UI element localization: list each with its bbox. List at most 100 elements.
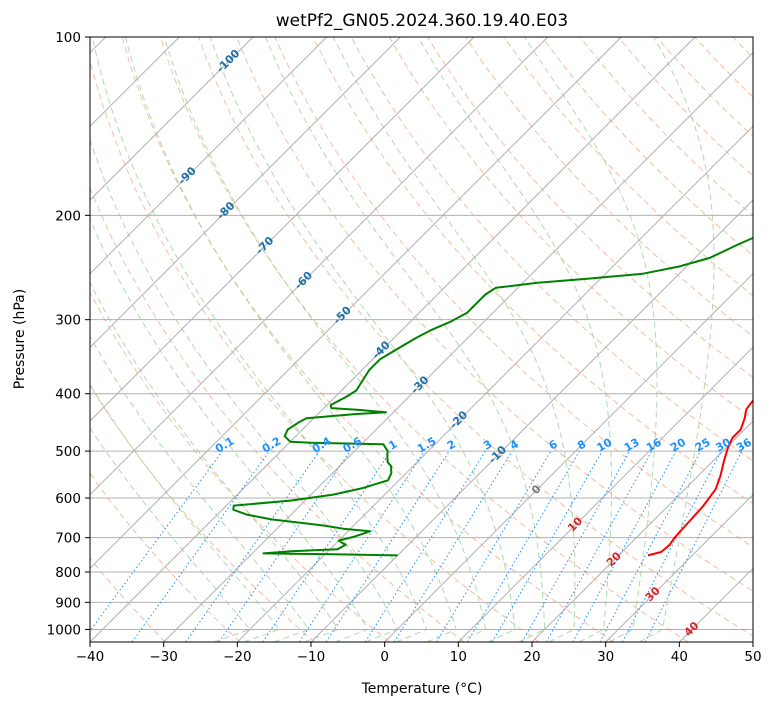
y-tick-label: 800 (55, 565, 81, 581)
dry-adiabat (350, 37, 753, 462)
mixing-ratio-line (545, 450, 653, 642)
y-tick-label: 700 (55, 531, 81, 547)
mixing-ratio-line (467, 450, 580, 642)
isotherm-line (236, 125, 753, 642)
mixing-ratio-line (599, 450, 701, 642)
mixing-ratio-line (644, 450, 743, 642)
dry-adiabat (274, 37, 753, 548)
mixing-ratio-label: 36 (734, 435, 754, 454)
isotherm-label: -20 (447, 408, 470, 431)
mixing-ratio-label: 1.5 (415, 435, 438, 456)
mixing-ratio-label: 0.4 (310, 434, 334, 455)
mixing-ratio-line (325, 450, 450, 642)
mixing-ratio-line (90, 450, 223, 632)
x-tick-label: −30 (149, 649, 178, 665)
moist-adiabat (163, 37, 487, 642)
mixing-ratio-line (435, 450, 552, 642)
mixing-ratio-line (572, 450, 677, 642)
y-tick-label: 100 (55, 30, 81, 46)
y-tick-label: 300 (55, 313, 81, 329)
isotherm-line (384, 272, 753, 642)
isotherm-line (163, 51, 753, 642)
chart-title: wetPf2_GN05.2024.360.19.40.E03 (276, 11, 568, 31)
dry-adiabat (90, 59, 540, 642)
profile-lines (232, 236, 753, 557)
x-tick-label: 20 (523, 649, 540, 665)
mixing-ratio-label: 30 (713, 435, 733, 454)
dry-adiabat (465, 37, 753, 338)
moist-adiabat (209, 37, 516, 642)
y-tick-label: 400 (55, 387, 81, 403)
isotherm-line (90, 37, 328, 275)
isotherm-line (90, 37, 622, 570)
x-tick-label: 30 (597, 649, 614, 665)
moist-adiabat (417, 37, 612, 642)
isotherm-line (310, 199, 753, 642)
dry-adiabat (426, 37, 753, 378)
moist-adiabat (90, 281, 340, 642)
x-tick-label: −40 (76, 649, 105, 665)
mixing-ratio-label: 0.1 (213, 435, 236, 456)
temperature-profile-line (647, 398, 753, 557)
mixing-ratio-line (131, 450, 270, 642)
mixing-ratio-line (521, 450, 630, 642)
dry-adiabat (90, 291, 390, 642)
mixing-ratio-label: 2 (445, 438, 458, 453)
dry-adiabat (90, 384, 316, 642)
x-tick-label: −20 (223, 649, 252, 665)
mixing-ratio-label: 25 (693, 436, 713, 455)
mixing-ratio-label: 10 (595, 435, 615, 454)
dry-adiabat (90, 186, 465, 642)
mixing-ratio-label: 20 (668, 435, 688, 454)
mixing-ratio-line (491, 450, 603, 642)
mixing-ratio-line (364, 450, 486, 642)
moist-adiabat (125, 37, 457, 642)
x-tick-label: 50 (744, 649, 761, 665)
dry-adiabat (541, 37, 753, 257)
moist-adiabat (90, 335, 310, 642)
x-axis-label: Temperature (°C) (361, 681, 483, 697)
isotherm-line (90, 37, 475, 422)
dewpoint-profile-line (232, 236, 753, 557)
y-tick-label: 200 (55, 208, 81, 224)
dry-adiabat (236, 37, 753, 592)
x-axis-ticks: −40 −30 −20 −10 0 10 20 30 40 50 (76, 642, 762, 665)
dry-adiabat (312, 37, 753, 505)
y-axis-label: Pressure (hPa) (12, 289, 28, 389)
dry-adiabat (121, 37, 614, 642)
dry-adiabat (388, 37, 753, 420)
y-tick-label: 600 (55, 491, 81, 507)
y-axis-ticks: 100 200 300 400 500 600 700 800 900 1000 (47, 30, 90, 638)
isotherm-line (90, 37, 401, 349)
y-tick-label: 900 (55, 595, 81, 611)
dry-adiabat (90, 472, 241, 642)
mixing-ratio-label: 13 (622, 436, 642, 455)
x-tick-label: 40 (671, 649, 688, 665)
isotherm-line (605, 493, 753, 642)
moist-adiabat (90, 427, 251, 642)
dry-adiabat (771, 37, 775, 642)
y-tick-label: 1000 (47, 622, 81, 638)
dry-adiabat (694, 37, 753, 98)
moist-adiabat (90, 138, 398, 642)
isotherm-line (752, 641, 753, 642)
y-tick-label: 500 (55, 444, 81, 460)
isotherm-line (90, 37, 549, 496)
mixing-ratio-label: 6 (547, 437, 560, 452)
moist-adiabat (90, 383, 281, 642)
mixing-ratio-label: 0.6 (341, 434, 365, 455)
mixing-ratio-line (218, 450, 351, 642)
x-tick-label: 0 (380, 649, 389, 665)
moist-adiabat (91, 37, 428, 642)
moist-adiabat (639, 37, 715, 642)
dry-adiabat (656, 37, 753, 138)
dry-adiabat (503, 37, 753, 297)
x-tick-label: 10 (450, 649, 467, 665)
isotherm-line (90, 37, 254, 201)
isotherm-line (678, 567, 753, 642)
line-labels: 0.1 0.2 0.4 0.6 1 1.5 2 3 4 6 8 10 13 16 20 25 30 36-100-… (175, 47, 754, 639)
mixing-ratio-line (185, 450, 320, 642)
plot-frame (89, 36, 754, 643)
x-tick-label: −10 (297, 649, 326, 665)
background-lines (90, 37, 775, 642)
